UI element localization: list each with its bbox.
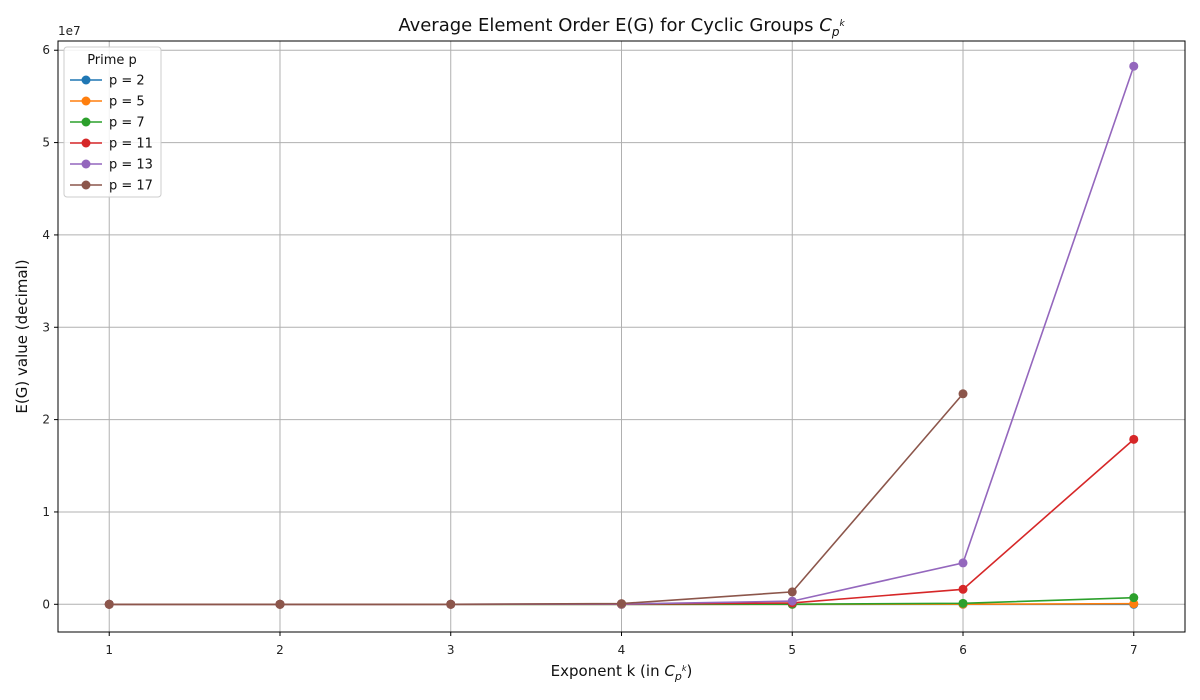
data-point — [958, 558, 968, 568]
data-point — [958, 584, 968, 594]
legend-marker — [81, 159, 91, 169]
x-tick-label: 2 — [276, 643, 284, 657]
chart-title: Average Element Order E(G) for Cyclic Gr… — [398, 15, 845, 39]
legend-marker — [81, 138, 91, 148]
x-tick-label: 1 — [105, 643, 113, 657]
data-point — [1129, 61, 1139, 71]
x-tick-label: 5 — [788, 643, 796, 657]
legend-marker — [81, 180, 91, 190]
x-axis-label-text: Exponent k (in — [551, 662, 665, 680]
legend-item: p = 17 — [70, 179, 153, 194]
data-point — [958, 598, 968, 608]
data-point — [1129, 593, 1139, 603]
y-tick-label: 6 — [42, 43, 50, 57]
legend-item: p = 2 — [70, 74, 145, 89]
y-tick-label: 1 — [42, 505, 50, 519]
legend-marker — [81, 75, 91, 85]
legend-label: p = 17 — [109, 179, 153, 194]
data-point — [787, 596, 797, 606]
legend-item: p = 5 — [70, 95, 145, 110]
y-tick-label: 2 — [42, 413, 50, 427]
x-axis-label-math-sup: k — [682, 664, 687, 673]
legend-label: p = 2 — [109, 74, 145, 89]
legend-items: p = 2 p = 5 p = 7 p = 11 p = 13 p = 17 — [70, 74, 153, 194]
grid-lines — [58, 41, 1185, 632]
y-tick-label: 0 — [42, 597, 50, 611]
series-line — [109, 393, 964, 606]
y-tick-label: 3 — [42, 320, 50, 334]
legend-marker — [81, 117, 91, 127]
series-p-17 — [104, 389, 968, 609]
data-point — [958, 389, 968, 399]
data-point — [275, 599, 285, 609]
x-axis-label: Exponent k (in Cpk) — [551, 662, 693, 683]
chart-title-math-sup: k — [839, 19, 845, 29]
y-tick-label: 4 — [42, 228, 50, 242]
y-axis-label: E(G) value (decimal) — [13, 259, 31, 413]
chart-title-math-base: C — [819, 15, 832, 36]
legend-marker — [81, 96, 91, 106]
legend-label: p = 7 — [109, 116, 145, 131]
data-point — [446, 599, 456, 609]
legend-item: p = 7 — [70, 116, 145, 131]
data-point — [617, 599, 626, 609]
y-axis-ticks: 0 1 2 3 4 5 6 — [42, 43, 58, 611]
legend-label: p = 13 — [109, 158, 153, 173]
legend: Prime p p = 2 p = 5 p = 7 p = 11 p = 13 p = 1… — [63, 46, 162, 198]
x-tick-label: 3 — [447, 643, 455, 657]
chart-title-text: Average Element Order E(G) for Cyclic Gr… — [398, 15, 819, 36]
y-offset-label: 1e7 — [58, 24, 81, 38]
x-axis-label-math-base: C — [664, 662, 675, 680]
legend-item: p = 13 — [70, 158, 153, 173]
x-tick-label: 4 — [618, 643, 626, 657]
x-axis-label-suffix: ) — [686, 662, 692, 680]
legend-label: p = 5 — [109, 95, 145, 110]
x-tick-label: 7 — [1130, 643, 1138, 657]
series-layer — [104, 61, 1139, 609]
y-tick-label: 5 — [42, 136, 50, 150]
legend-box — [63, 46, 162, 198]
legend-item: p = 11 — [70, 137, 153, 152]
legend-title: Prime p — [87, 53, 137, 68]
x-tick-label: 6 — [959, 643, 967, 657]
legend-label: p = 11 — [109, 137, 153, 152]
data-point — [787, 587, 797, 597]
data-point — [1129, 434, 1139, 444]
data-point — [104, 599, 114, 609]
x-axis-label-math-sub: p — [674, 670, 682, 683]
chart-title-math-sub: p — [831, 25, 840, 39]
x-axis-ticks: 1 2 3 4 5 6 7 — [105, 632, 1138, 657]
